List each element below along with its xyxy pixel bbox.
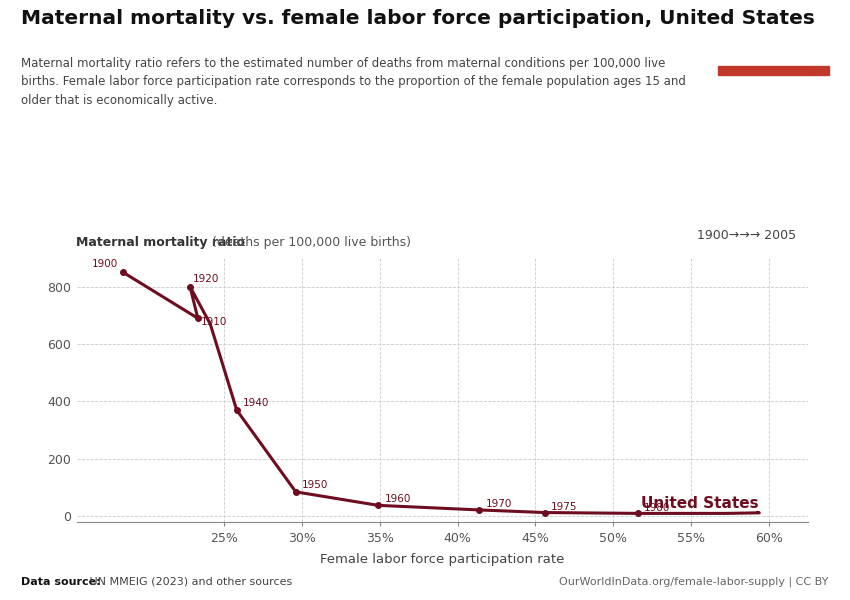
Text: 1960: 1960 [384, 494, 411, 505]
Text: 1970: 1970 [485, 499, 512, 509]
Text: OurWorldInData.org/female-labor-supply | CC BY: OurWorldInData.org/female-labor-supply |… [559, 576, 829, 587]
Text: 1975: 1975 [551, 502, 577, 512]
Text: Data source:: Data source: [21, 577, 101, 587]
Text: (deaths per 100,000 live births): (deaths per 100,000 live births) [208, 236, 411, 249]
Text: 1920: 1920 [193, 274, 219, 284]
Text: 1980: 1980 [644, 503, 671, 512]
Text: 1900: 1900 [93, 259, 118, 269]
Text: UN MMEIG (2023) and other sources: UN MMEIG (2023) and other sources [86, 577, 292, 587]
Text: Maternal mortality ratio: Maternal mortality ratio [76, 236, 246, 249]
Text: Our World: Our World [740, 26, 807, 38]
Text: United States: United States [641, 496, 759, 511]
Text: Maternal mortality vs. female labor force participation, United States: Maternal mortality vs. female labor forc… [21, 9, 815, 28]
Text: Maternal mortality ratio refers to the estimated number of deaths from maternal : Maternal mortality ratio refers to the e… [21, 57, 686, 107]
Text: in Data: in Data [750, 42, 797, 55]
Text: 1910: 1910 [201, 317, 227, 327]
Bar [718, 66, 829, 75]
X-axis label: Female labor force participation rate: Female labor force participation rate [320, 553, 564, 566]
Text: 1940: 1940 [243, 398, 269, 408]
Text: 1900→→→ 2005: 1900→→→ 2005 [697, 229, 796, 242]
Text: 1950: 1950 [302, 480, 328, 490]
